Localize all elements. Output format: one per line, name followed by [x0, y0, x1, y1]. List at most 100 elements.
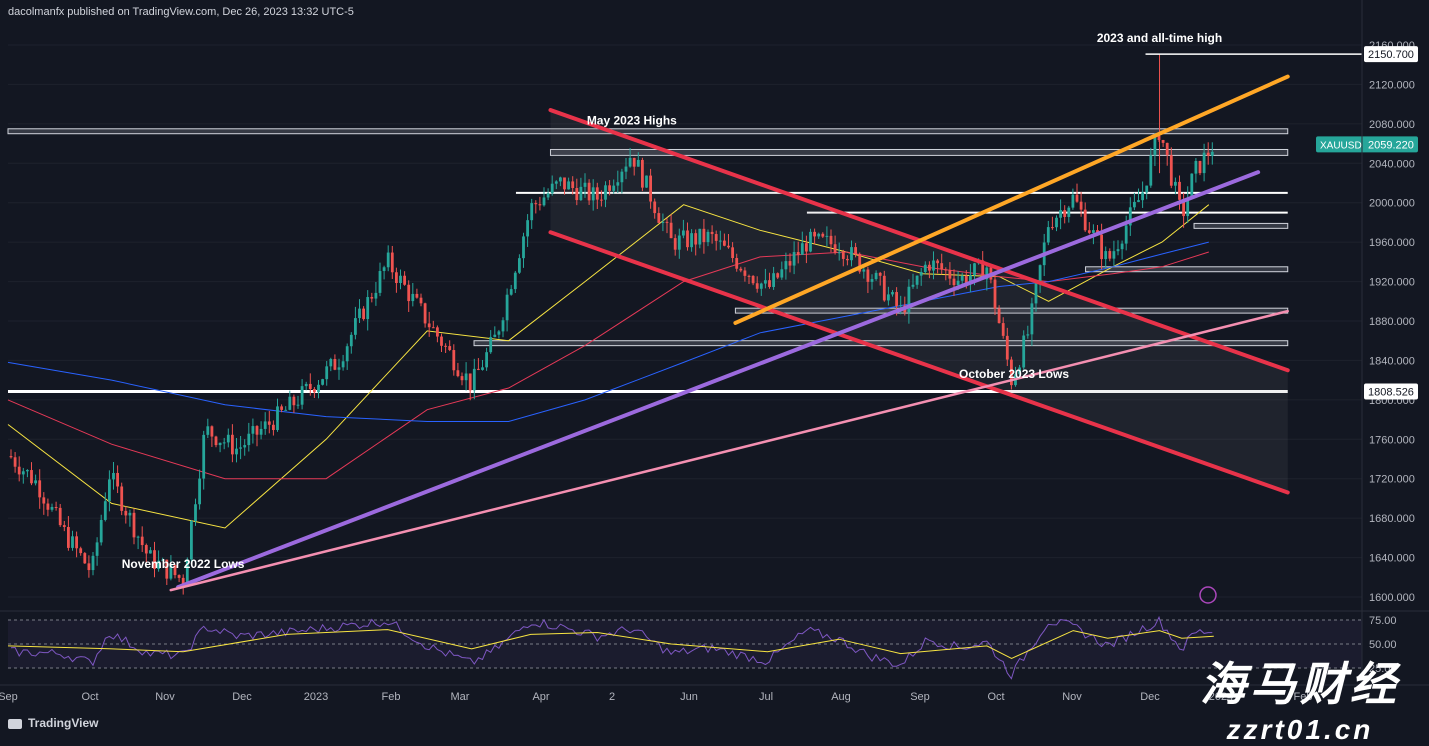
candle-body	[1055, 217, 1058, 228]
candle	[165, 559, 169, 585]
candle	[9, 449, 13, 459]
candle	[907, 279, 911, 324]
candle-body	[706, 231, 710, 243]
candle	[1046, 220, 1050, 246]
candle-body	[591, 187, 595, 201]
candle-body	[108, 479, 111, 502]
x-tick-label: Dec	[1140, 691, 1160, 703]
candle-body	[157, 560, 160, 569]
candle-body	[136, 536, 140, 538]
candle	[345, 343, 349, 370]
candle-body	[1153, 135, 1157, 156]
candle-body	[960, 275, 964, 281]
candle-body	[604, 185, 607, 200]
candle-body	[583, 182, 587, 187]
candle-body	[75, 536, 78, 549]
price-label-text: 1808.526	[1368, 386, 1414, 398]
candle-body	[214, 436, 218, 446]
candle	[1198, 160, 1202, 176]
candle-body	[79, 548, 83, 554]
ma-short-line	[7, 204, 1210, 529]
candle-body	[276, 406, 279, 431]
candle	[403, 271, 406, 286]
tradingview-footer[interactable]: TradingView	[8, 716, 98, 730]
candle-body	[1169, 155, 1173, 186]
candle	[649, 168, 652, 209]
candle	[440, 333, 443, 352]
candle	[177, 574, 181, 583]
candle-body	[9, 456, 13, 458]
candle	[809, 228, 812, 253]
candle-body	[694, 233, 698, 245]
candle	[780, 261, 784, 280]
candle	[526, 214, 529, 247]
candle	[706, 229, 710, 247]
x-tick-label: Feb	[382, 691, 401, 703]
candle	[1210, 142, 1214, 165]
candle	[645, 175, 648, 188]
candle	[1169, 147, 1173, 189]
candle-body	[837, 252, 841, 254]
candle	[91, 551, 95, 576]
candle	[776, 272, 780, 280]
candle-body	[665, 221, 669, 223]
candle	[493, 326, 497, 338]
candle-body	[928, 264, 931, 271]
candle	[386, 245, 390, 272]
candle-body	[1104, 251, 1108, 260]
candle	[641, 157, 644, 192]
candle	[1190, 173, 1194, 198]
purple-trendline	[176, 170, 1261, 590]
candle-body	[1182, 199, 1185, 217]
candle	[333, 354, 337, 371]
candle-body	[702, 228, 706, 243]
candle	[42, 492, 46, 515]
candle	[530, 198, 534, 229]
candle	[657, 207, 661, 224]
candle-body	[67, 526, 70, 548]
candle-body	[1087, 230, 1091, 233]
candle-body	[1063, 210, 1067, 217]
candle-body	[899, 305, 903, 307]
candle	[399, 269, 402, 290]
y-tick-label: 2080.000	[1369, 119, 1415, 131]
candle	[444, 343, 447, 354]
candle	[702, 219, 706, 254]
candle	[243, 439, 247, 456]
candle-body	[288, 396, 292, 410]
candle	[378, 262, 382, 297]
annotation-label: 2023 and all-time high	[1097, 31, 1222, 45]
candle-body	[751, 275, 755, 284]
candle	[661, 213, 665, 232]
candle-body	[776, 273, 780, 278]
candle	[267, 410, 271, 434]
candle-body	[575, 188, 579, 201]
candle-body	[333, 358, 337, 370]
candle	[407, 280, 411, 312]
candle	[1112, 240, 1116, 266]
candle	[612, 179, 616, 194]
candle-body	[616, 182, 620, 186]
candle-body	[866, 269, 870, 282]
candle-body	[378, 271, 382, 293]
candle-body	[579, 186, 583, 201]
candle-body	[829, 235, 833, 245]
y-tick-label: 1600.000	[1369, 592, 1415, 604]
candle	[534, 200, 538, 214]
candle-body	[1051, 227, 1054, 229]
candle	[62, 520, 66, 532]
candle-body	[530, 203, 534, 221]
candle-body	[1141, 192, 1144, 201]
candle	[1067, 205, 1071, 223]
candle-body	[190, 520, 193, 560]
candle	[329, 357, 333, 372]
candle-body	[764, 280, 767, 284]
candle	[1010, 356, 1013, 390]
candle	[210, 425, 214, 447]
candle-body	[796, 252, 800, 255]
candle-body	[349, 334, 353, 347]
candle-body	[538, 204, 542, 206]
candle-body	[854, 247, 857, 254]
candle	[1186, 186, 1190, 223]
